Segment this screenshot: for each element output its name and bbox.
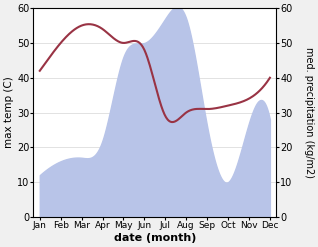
- Y-axis label: med. precipitation (kg/m2): med. precipitation (kg/m2): [304, 47, 314, 178]
- X-axis label: date (month): date (month): [114, 233, 196, 243]
- Y-axis label: max temp (C): max temp (C): [4, 77, 14, 148]
